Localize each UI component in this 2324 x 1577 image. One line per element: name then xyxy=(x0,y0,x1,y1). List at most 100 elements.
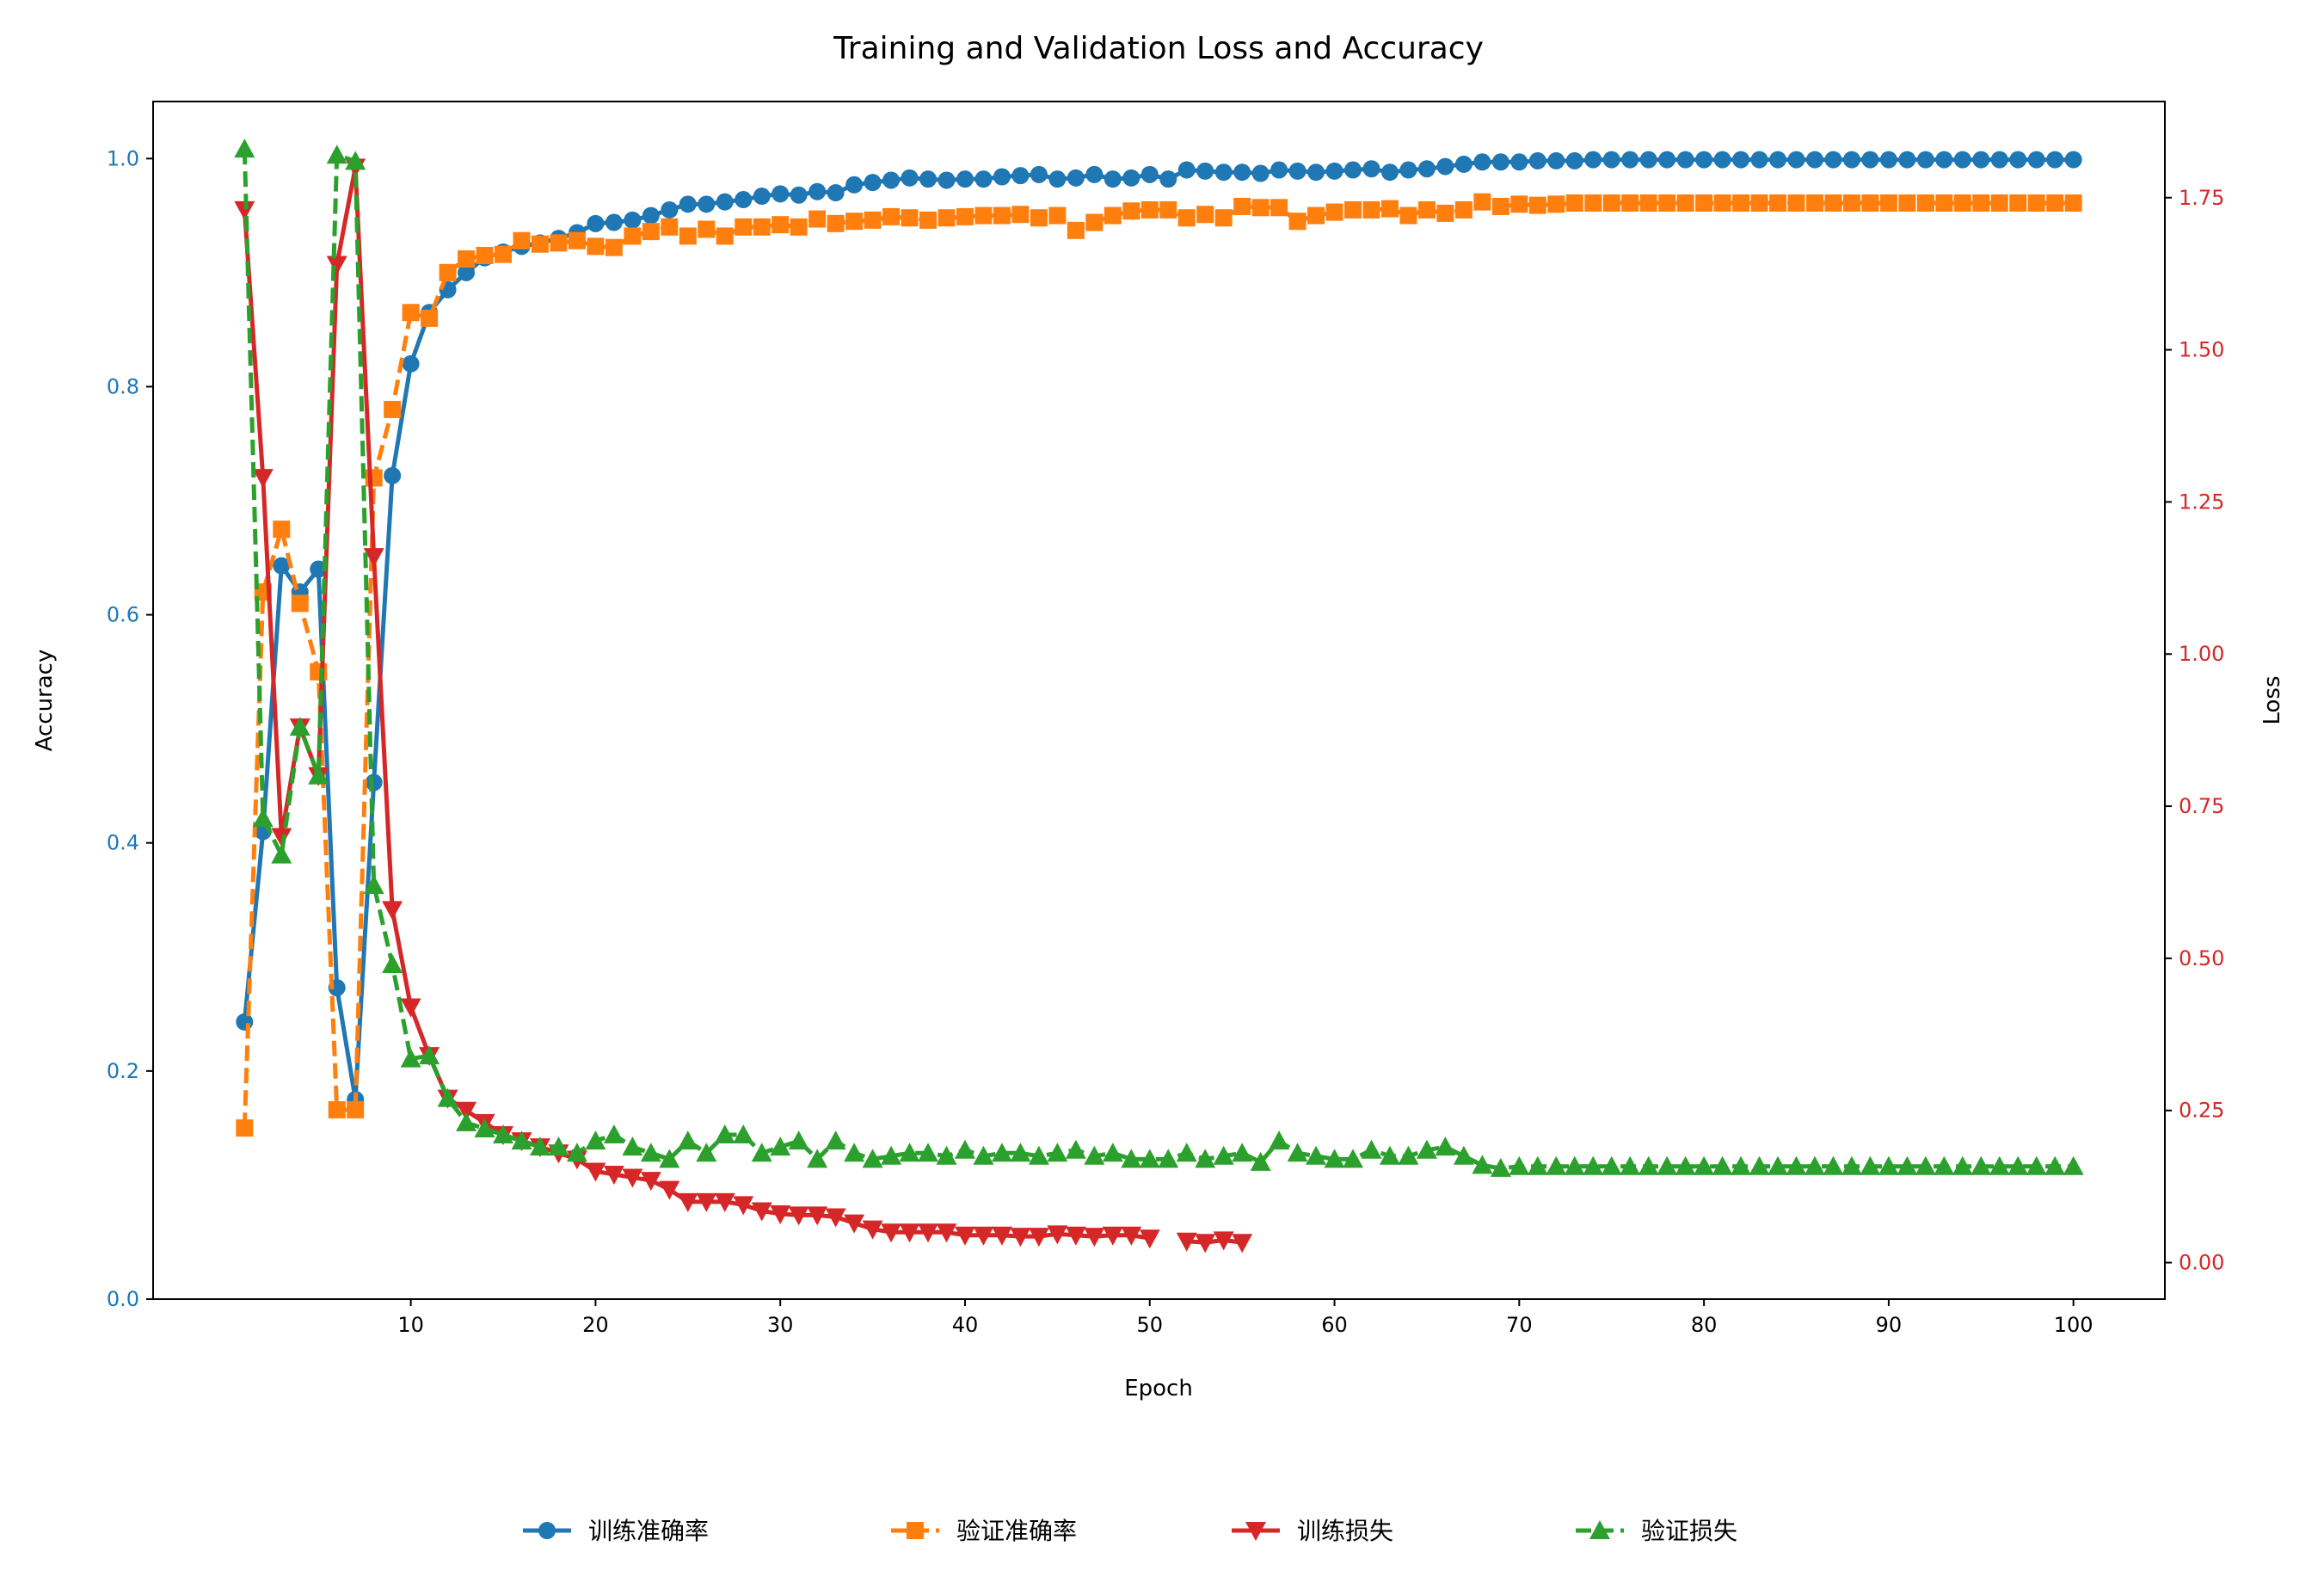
y-tick-label-right: 0.50 xyxy=(2179,946,2224,970)
data-point xyxy=(1195,1149,1216,1168)
data-point xyxy=(1140,165,1159,183)
data-point xyxy=(936,1223,957,1243)
data-point xyxy=(1028,1145,1049,1165)
data-point xyxy=(1990,194,2008,212)
data-point xyxy=(642,223,660,241)
data-point xyxy=(808,210,827,228)
data-point xyxy=(1121,1226,1142,1246)
data-point xyxy=(1084,1228,1105,1247)
data-point xyxy=(918,1143,939,1162)
data-point xyxy=(2064,151,2082,169)
data-point xyxy=(899,1143,920,1162)
data-point xyxy=(1030,209,1048,227)
data-point xyxy=(1546,1155,1567,1175)
data-point xyxy=(1491,153,1509,171)
data-point xyxy=(476,246,494,264)
data-point xyxy=(1473,193,1491,211)
data-point xyxy=(347,1100,365,1118)
data-point xyxy=(919,170,938,188)
data-point xyxy=(2026,1155,2047,1175)
data-point xyxy=(993,206,1011,225)
data-point xyxy=(1879,194,1897,212)
data-point xyxy=(1861,151,1879,169)
data-point xyxy=(974,170,993,188)
data-point xyxy=(1084,1145,1105,1165)
data-point xyxy=(844,1143,865,1162)
data-point xyxy=(493,1124,514,1144)
data-point xyxy=(993,168,1011,186)
data-point xyxy=(1528,151,1546,169)
data-point xyxy=(1361,1139,1382,1159)
data-point xyxy=(382,901,403,921)
data-point xyxy=(901,169,919,187)
data-point xyxy=(698,195,716,213)
data-point xyxy=(1915,1155,1936,1175)
data-point xyxy=(1269,1130,1290,1150)
data-point xyxy=(1935,151,1953,169)
data-point xyxy=(1473,153,1491,171)
data-point xyxy=(1620,1155,1641,1175)
data-point xyxy=(1232,1143,1253,1162)
y-tick-label-left: 0.8 xyxy=(107,374,139,398)
data-point xyxy=(1379,1145,1400,1165)
data-point xyxy=(907,1522,924,1539)
data-point xyxy=(1898,151,1916,169)
data-point xyxy=(1454,155,1472,173)
data-point xyxy=(1195,1234,1216,1254)
x-tick-label: 70 xyxy=(1506,1313,1533,1337)
data-point xyxy=(753,218,771,236)
data-point xyxy=(1030,165,1048,183)
data-point xyxy=(1398,1145,1419,1165)
data-point xyxy=(1065,1226,1086,1246)
data-point xyxy=(1841,1155,1862,1175)
data-point xyxy=(1989,1155,2010,1175)
data-point xyxy=(1158,1149,1179,1168)
data-point xyxy=(807,1149,828,1168)
y-tick-label-right: 0.00 xyxy=(2179,1251,2224,1275)
data-point xyxy=(901,209,919,227)
data-point xyxy=(1213,1231,1234,1251)
data-point xyxy=(1344,161,1362,179)
data-point xyxy=(624,227,642,245)
data-point xyxy=(605,238,623,256)
legend-label: 训练准确率 xyxy=(588,1517,709,1545)
data-point xyxy=(864,211,882,229)
data-point xyxy=(1399,206,1417,225)
data-point xyxy=(1658,194,1676,212)
data-point xyxy=(474,1118,495,1137)
data-point xyxy=(1048,170,1067,188)
data-point xyxy=(733,1196,754,1216)
data-point xyxy=(345,151,366,170)
data-point xyxy=(919,211,938,229)
data-point xyxy=(808,182,827,200)
data-point xyxy=(1584,151,1602,169)
y-axis-label-left: Accuracy xyxy=(32,650,58,752)
legend-label: 训练损失 xyxy=(1297,1517,1393,1545)
data-point xyxy=(1416,1139,1437,1159)
data-point xyxy=(1805,151,1823,169)
data-point xyxy=(1435,1137,1456,1156)
data-point xyxy=(1750,194,1768,212)
data-point xyxy=(2009,151,2027,169)
data-point xyxy=(1860,1155,1881,1175)
y-tick-label-right: 1.75 xyxy=(2179,186,2224,210)
data-point xyxy=(605,213,623,231)
data-point xyxy=(1732,194,1750,212)
data-point xyxy=(735,218,753,236)
y-tick-label-right: 1.25 xyxy=(2179,490,2224,514)
data-point xyxy=(458,249,476,268)
data-point xyxy=(513,231,531,249)
data-point xyxy=(1916,151,1934,169)
data-point xyxy=(1565,194,1583,212)
data-point xyxy=(328,1100,346,1118)
data-point xyxy=(624,211,642,229)
data-point xyxy=(788,1130,809,1150)
x-tick-label: 20 xyxy=(582,1313,609,1337)
data-point xyxy=(1380,163,1399,182)
data-point xyxy=(1824,194,1842,212)
plot-frame xyxy=(152,101,2166,1300)
data-point xyxy=(1602,151,1620,169)
data-point xyxy=(1970,1155,1992,1175)
data-point xyxy=(1436,157,1454,176)
data-point xyxy=(1769,194,1787,212)
